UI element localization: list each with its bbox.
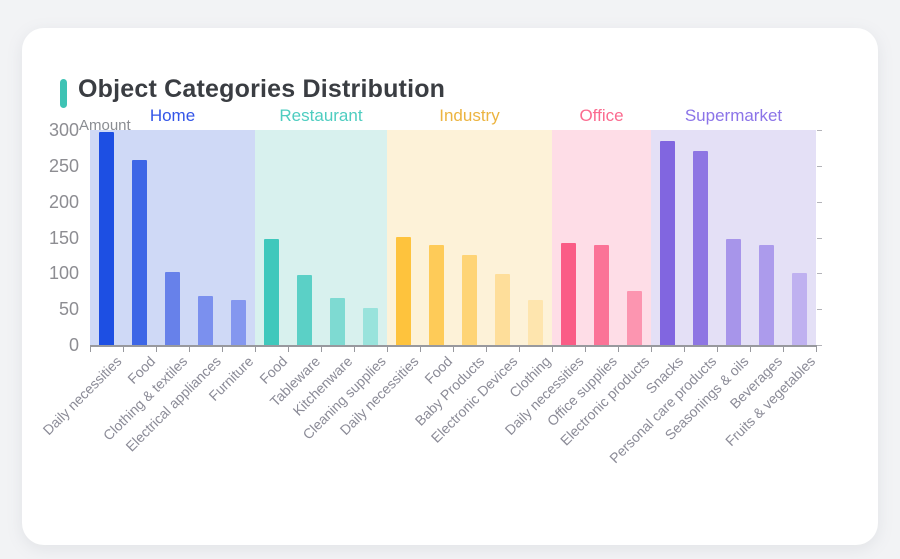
right-axis-tick [817,309,822,310]
x-axis-tick [651,347,652,352]
group-label-industry: Industry [439,106,500,125]
x-axis-tick [486,347,487,352]
x-axis-line [90,345,817,347]
x-axis-tick [717,347,718,352]
y-tick-label: 100 [48,263,79,284]
bar-supermarket-fruits-vegetables[interactable] [792,273,807,345]
y-axis-title: Amount [79,117,131,134]
bar-restaurant-kitchenware[interactable] [330,298,345,345]
bar-industry-baby-products[interactable] [462,255,477,345]
bar-industry-daily-necessities[interactable] [396,237,411,345]
group-label-supermarket: Supermarket [684,106,783,125]
x-axis-tick [816,347,817,352]
x-axis-tick [189,347,190,352]
bar-supermarket-beverages[interactable] [759,245,774,345]
x-axis-tick [453,347,454,352]
bar-supermarket-personal-care-products[interactable] [693,151,708,345]
right-axis-tick [817,238,822,239]
x-axis-tick [519,347,520,352]
bar-office-electronic-products[interactable] [627,291,642,345]
x-axis-tick [354,347,355,352]
y-tick-label: 150 [48,227,79,248]
x-axis-tick [387,347,388,352]
group-label-home: Home [149,106,196,125]
bar-home-food[interactable] [132,160,147,345]
right-axis-tick [817,273,822,274]
y-tick-label: 250 [48,155,79,176]
chart-title: Object Categories Distribution [78,75,446,103]
x-axis-tick [420,347,421,352]
right-axis-tick [817,166,822,167]
x-axis-tick [321,347,322,352]
y-tick-label: 50 [58,299,79,320]
x-axis-tick [783,347,784,352]
x-axis-tick [585,347,586,352]
bar-office-daily-necessities[interactable] [561,243,576,345]
y-tick-label: 0 [68,335,79,355]
x-axis-tick [255,347,256,352]
x-axis-tick [288,347,289,352]
bar-home-daily-necessities[interactable] [99,132,114,345]
bar-restaurant-food[interactable] [264,239,279,345]
x-axis-tick [750,347,751,352]
y-tick-label: 200 [48,191,79,212]
bar-supermarket-snacks[interactable] [660,141,675,345]
bar-home-clothing-textiles[interactable] [165,272,180,345]
bar-home-electrical-appliances[interactable] [198,296,213,345]
x-axis-tick [123,347,124,352]
bar-home-furniture[interactable] [231,300,246,345]
x-axis-tick [156,347,157,352]
x-axis-tick [684,347,685,352]
bar-supermarket-seasonings-oils[interactable] [726,239,741,345]
x-axis-tick [552,347,553,352]
bar-restaurant-cleaning-supplies[interactable] [363,308,378,345]
group-label-restaurant: Restaurant [279,106,363,125]
x-axis-tick [90,347,91,352]
bar-office-office-supplies[interactable] [594,245,609,345]
bar-industry-clothing[interactable] [528,300,543,345]
title-accent-bar [60,79,67,108]
right-axis-tick [817,345,822,346]
right-axis-tick [817,130,822,131]
bar-industry-electronic-devices[interactable] [495,274,510,345]
bar-restaurant-tableware[interactable] [297,275,312,345]
right-axis-tick [817,202,822,203]
group-label-office: Office [579,106,624,125]
x-axis-tick [222,347,223,352]
bar-industry-food[interactable] [429,245,444,345]
x-axis-tick [618,347,619,352]
y-tick-label: 300 [48,120,79,140]
